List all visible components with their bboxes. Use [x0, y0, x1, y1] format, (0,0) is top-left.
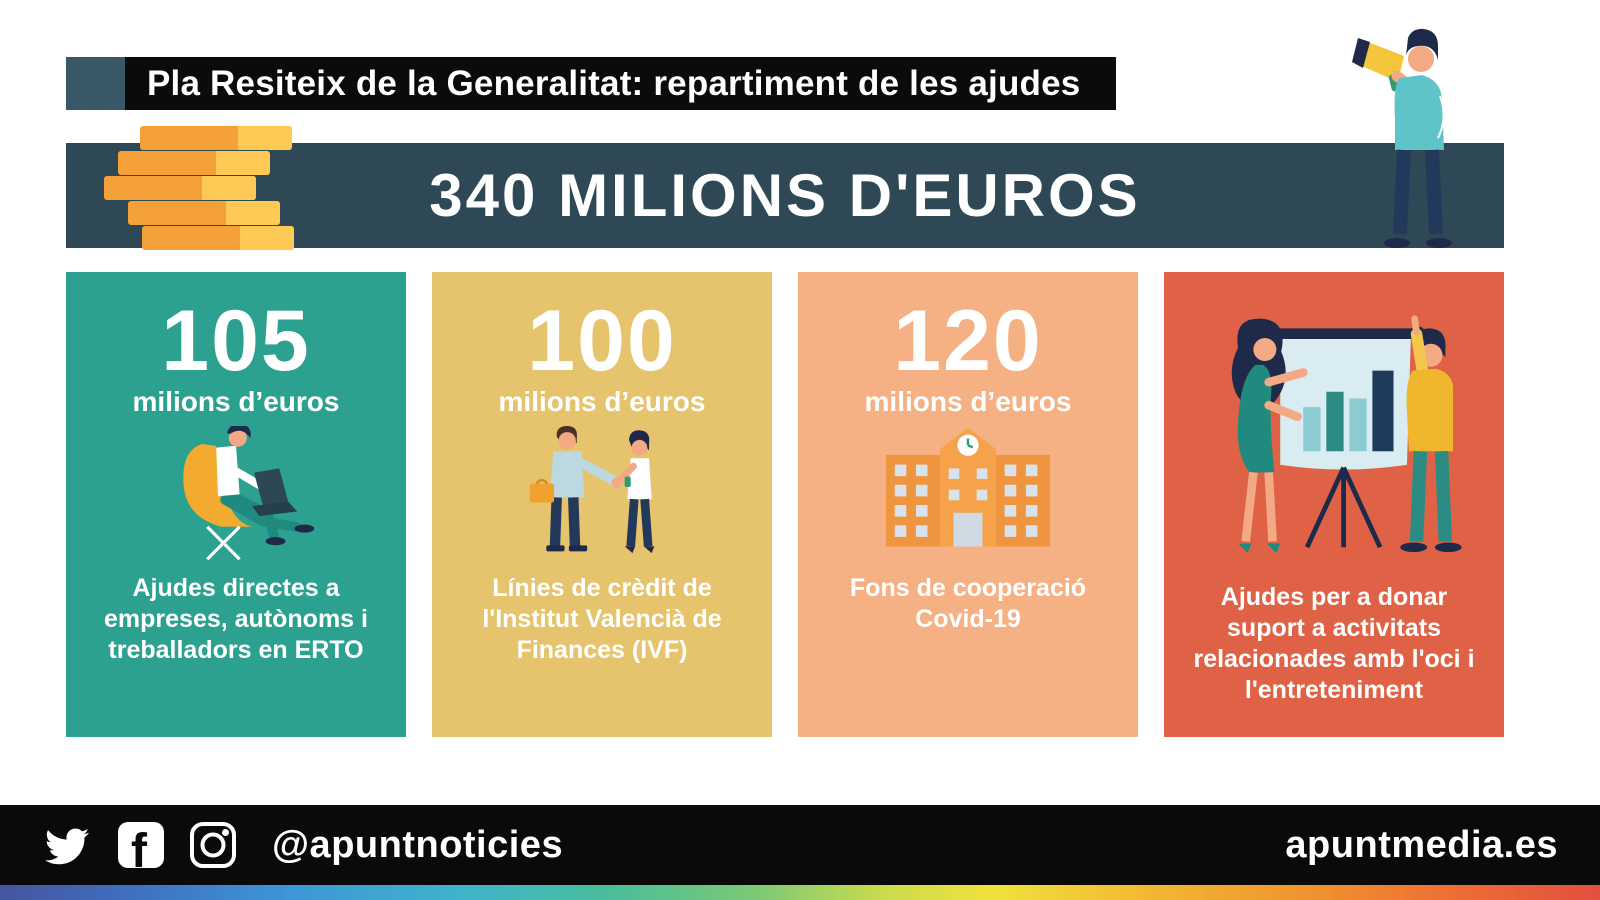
card-amount: 100: [527, 293, 677, 389]
card-description: Fons de cooperació Covid-19: [849, 574, 1087, 633]
person-megaphone-illustration: [1352, 28, 1452, 248]
building-clock-illustration: [886, 427, 1050, 547]
card-description: Ajudes directes a empreses, autònoms i t…: [104, 574, 368, 664]
coin: [128, 201, 280, 225]
card-ajudes-oci: Ajudes per a donar suport a activitats r…: [1164, 272, 1504, 737]
card-linies-credit: 100 milions d’euros: [432, 272, 772, 737]
card-amount: 105: [161, 293, 311, 389]
card-description: Ajudes per a donar suport a activitats r…: [1193, 583, 1475, 704]
card-fons-cooperacio: 120 milions d’euros: [798, 272, 1138, 737]
twitter-icon: [45, 828, 89, 865]
person-laptop-chair-illustration: [183, 426, 315, 561]
page-title-text: Pla Resiteix de la Generalitat: repartim…: [147, 63, 1081, 103]
handshake-illustration: [529, 426, 655, 554]
card-ajudes-directes: 105 milions d’euros: [66, 272, 406, 737]
facebook-icon: f: [118, 822, 164, 868]
title-accent-block: [66, 57, 125, 110]
card-description: Línies de crèdit de l'Institut Valencià …: [482, 574, 722, 664]
card-unit: milions d’euros: [498, 386, 706, 417]
card-unit: milions d’euros: [864, 386, 1072, 417]
rainbow-gradient-strip: [0, 885, 1600, 900]
coin: [140, 126, 292, 150]
card-amount: 120: [893, 293, 1043, 389]
coin: [104, 176, 256, 200]
total-amount-label: 340 MILIONS D'EUROS: [429, 162, 1141, 229]
coin: [118, 151, 270, 175]
card-unit: milions d’euros: [132, 386, 340, 417]
instagram-icon: [190, 822, 236, 868]
coins-stack-icon: [100, 126, 340, 251]
website-url: apuntmedia.es: [1285, 823, 1558, 866]
presentation-flipchart-illustration: [1231, 315, 1462, 554]
social-handle: @apuntnoticies: [272, 823, 564, 866]
page-title: Pla Resiteix de la Generalitat: repartim…: [125, 57, 1117, 110]
title-bar: Pla Resiteix de la Generalitat: repartim…: [66, 57, 1117, 110]
coin: [142, 226, 294, 250]
total-banner: 340 MILIONS D'EUROS: [66, 143, 1504, 248]
footer-bar: f @apuntnoticies apuntmedia.es: [0, 805, 1600, 885]
social-links: f @apuntnoticies: [42, 822, 563, 868]
cards-row: 105 milions d’euros: [66, 272, 1504, 737]
